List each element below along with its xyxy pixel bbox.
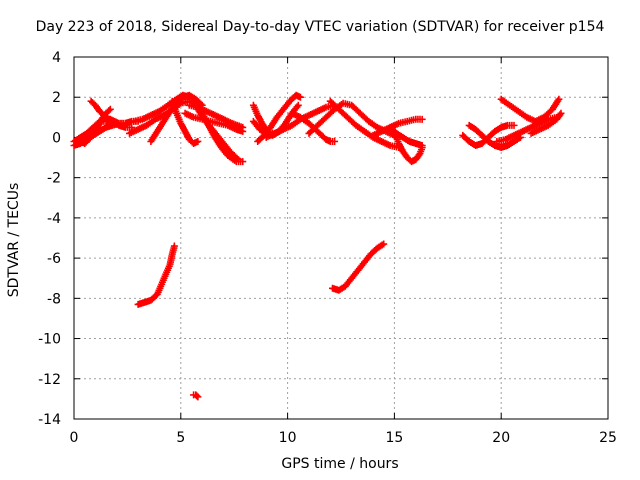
- y-tick-label: -2: [47, 171, 61, 187]
- series-track-ad: [329, 240, 388, 294]
- data-point-markers: [76, 105, 114, 147]
- data-point-markers: [386, 123, 426, 149]
- plot-frame: [73, 56, 609, 420]
- series-track-x: [465, 121, 524, 151]
- data-point-markers: [329, 240, 388, 294]
- data-point-markers: [134, 242, 178, 308]
- y-tick-label: -6: [47, 251, 61, 267]
- y-tick-label: 4: [52, 50, 61, 66]
- data-point-markers: [527, 109, 565, 137]
- x-tick-label: 0: [70, 430, 79, 446]
- series-track-h: [168, 97, 202, 147]
- x-tick-label: 15: [385, 430, 403, 446]
- data-points: [70, 91, 565, 401]
- data-point-markers: [497, 95, 563, 125]
- series-track-o: [254, 91, 304, 145]
- data-point-markers: [168, 97, 202, 147]
- series-track-y: [493, 113, 561, 145]
- series-track-l: [181, 109, 247, 135]
- series-track-d: [76, 105, 114, 147]
- y-tick-label: 2: [52, 90, 61, 106]
- data-point-markers: [493, 113, 561, 145]
- series-track-z: [497, 95, 563, 125]
- y-tick-label: -4: [47, 211, 61, 227]
- series-track-v: [386, 123, 426, 149]
- y-tick-label: -14: [38, 412, 61, 428]
- x-tick-label: 10: [279, 430, 297, 446]
- data-point-markers: [190, 391, 202, 401]
- y-tick-label: -8: [47, 291, 61, 307]
- series-track-ab: [134, 242, 178, 308]
- y-tick-label: -12: [38, 372, 61, 388]
- x-tick-label: 5: [176, 430, 185, 446]
- y-tick-label: 0: [52, 130, 61, 146]
- x-axis-label: GPS time / hours: [281, 456, 399, 472]
- axes: 0 5 10 15 20 25 -14 -12 -10 -8 -6 -4 -2 0 2 4: [38, 50, 617, 446]
- y-tick-label: -10: [38, 332, 61, 348]
- series-track-aa: [527, 109, 565, 137]
- chart-title: Day 223 of 2018, Sidereal Day-to-day VTE…: [35, 19, 605, 35]
- series-track-ac: [190, 391, 202, 401]
- data-point-markers: [254, 91, 304, 145]
- data-point-markers: [465, 121, 524, 151]
- data-point-markers: [181, 109, 247, 135]
- x-tick-label: 25: [599, 430, 617, 446]
- x-tick-label: 20: [492, 430, 510, 446]
